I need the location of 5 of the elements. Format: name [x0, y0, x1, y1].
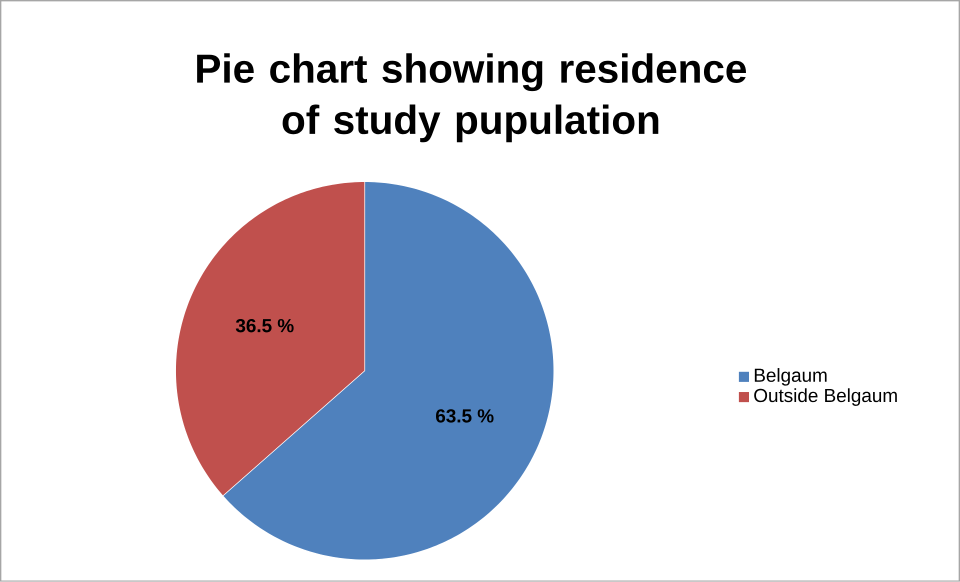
data-label: 36.5 % [236, 319, 294, 332]
data-label: 63.5 % [436, 409, 494, 423]
legend-label: Outside Belgaum [754, 388, 897, 406]
legend-label: Belgaum [754, 368, 827, 386]
chart-title: Pie chart showing residence of study pupulation [197, 53, 746, 142]
